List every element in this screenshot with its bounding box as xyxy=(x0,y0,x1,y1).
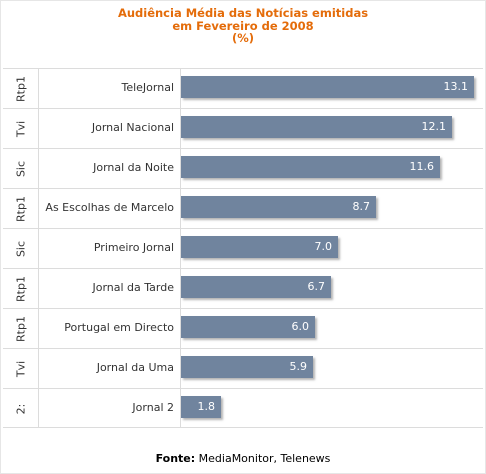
bar: 12.1 xyxy=(181,116,452,138)
bar: 1.8 xyxy=(181,396,221,418)
channel-cell: Sic xyxy=(3,229,39,268)
channel-cell: Sic xyxy=(3,149,39,188)
channel-cell: 2: xyxy=(3,389,39,427)
channel-cell: Rtp1 xyxy=(3,189,39,228)
bar-value-label: 7.0 xyxy=(314,240,333,253)
channel-label: Rtp1 xyxy=(14,196,28,222)
bar: 7.0 xyxy=(181,236,338,258)
chart-title-line-1: Audiência Média das Notícias emitidas xyxy=(117,6,369,20)
bar: 6.7 xyxy=(181,276,331,298)
category-row: Rtp1 Jornal da Tarde xyxy=(3,268,483,308)
category-row: Rtp1 Portugal em Directo xyxy=(3,308,483,348)
program-label: TeleJornal xyxy=(121,81,174,94)
channel-label: Sic xyxy=(14,240,28,258)
channel-label: Rtp1 xyxy=(14,76,28,102)
category-row: 2: Jornal 2 xyxy=(3,388,483,428)
program-label: Jornal da Noite xyxy=(93,161,174,174)
program-label: Primeiro Jornal xyxy=(93,241,174,254)
channel-cell: Tvi xyxy=(3,349,39,388)
category-row: Sic Primeiro Jornal xyxy=(3,228,483,268)
channel-label: Rtp1 xyxy=(14,316,28,342)
bar-value-label: 8.7 xyxy=(352,200,371,213)
bar: 6.0 xyxy=(181,316,315,338)
channel-label: Tvi xyxy=(14,360,28,378)
category-row: Rtp1 TeleJornal xyxy=(3,68,483,108)
chart-rows: Rtp1 TeleJornal Tvi Jornal Nacional Sic Jorna… xyxy=(3,68,483,428)
program-label: Portugal em Directo xyxy=(64,321,174,334)
channel-cell: Rtp1 xyxy=(3,269,39,308)
bar-value-label: 5.9 xyxy=(289,360,308,373)
bar: 8.7 xyxy=(181,196,376,218)
channel-cell: Rtp1 xyxy=(3,309,39,348)
bar: 13.1 xyxy=(181,76,474,98)
category-row: Rtp1 As Escolhas de Marcelo xyxy=(3,188,483,228)
source-note: Fonte: MediaMonitor, Telenews xyxy=(0,452,486,465)
program-label: Jornal Nacional xyxy=(91,121,174,134)
program-label: Jornal da Tarde xyxy=(92,281,174,294)
bar-value-label: 6.7 xyxy=(307,280,326,293)
channel-label: Sic xyxy=(14,160,28,178)
program-label: Jornal 2 xyxy=(132,401,174,414)
bar-value-label: 6.0 xyxy=(291,320,310,333)
channel-label: Tvi xyxy=(14,120,28,138)
channel-label: 2: xyxy=(14,403,28,415)
channel-cell: Rtp1 xyxy=(3,69,39,108)
bar-value-label: 13.1 xyxy=(443,80,469,93)
bar-value-label: 12.1 xyxy=(421,120,447,133)
source-text: MediaMonitor, Telenews xyxy=(198,452,331,465)
bar: 5.9 xyxy=(181,356,313,378)
category-row: Tvi Jornal da Uma xyxy=(3,348,483,388)
chart-title: Audiência Média das Notícias emitidas em… xyxy=(0,7,486,45)
program-label: Jornal da Uma xyxy=(96,361,174,374)
category-row: Sic Jornal da Noite xyxy=(3,148,483,188)
bar-value-label: 11.6 xyxy=(409,160,435,173)
bar-value-label: 1.8 xyxy=(197,400,216,413)
bar: 11.6 xyxy=(181,156,440,178)
category-row: Tvi Jornal Nacional xyxy=(3,108,483,148)
channel-cell: Tvi xyxy=(3,109,39,148)
category-axis-line xyxy=(180,68,181,428)
program-label: As Escolhas de Marcelo xyxy=(45,201,174,214)
channel-label: Rtp1 xyxy=(14,276,28,302)
chart-title-line-3: (%) xyxy=(231,31,255,45)
chart-title-line-2: em Fevereiro de 2008 xyxy=(172,18,314,33)
source-label: Fonte: xyxy=(155,452,196,465)
